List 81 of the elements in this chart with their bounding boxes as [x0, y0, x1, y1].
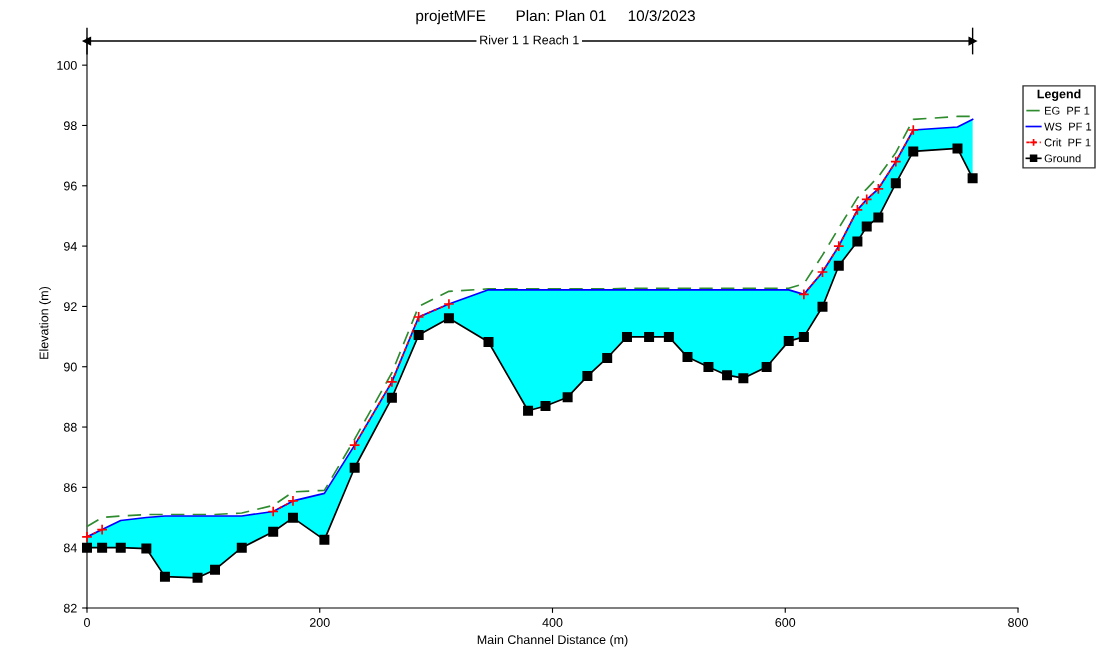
point [386, 392, 397, 403]
point [703, 362, 714, 373]
x-tick-label: 400 [542, 618, 563, 627]
point [443, 313, 454, 324]
x-axis-title: Main Channel Distance (m) [477, 634, 628, 647]
point [761, 362, 772, 373]
point [908, 146, 919, 157]
point [349, 462, 360, 473]
legend-label: WS PF 1 [1044, 122, 1092, 131]
legend-label: EG PF 1 [1045, 106, 1090, 115]
point [798, 288, 810, 301]
point [97, 542, 108, 553]
point [861, 193, 873, 206]
point [210, 564, 221, 575]
point [523, 405, 534, 416]
point [817, 301, 828, 312]
y-tick-label: 90 [63, 362, 77, 372]
point [621, 331, 632, 342]
point [872, 183, 885, 195]
y-tick-label: 82 [63, 603, 77, 613]
y-tick-label: 94 [63, 241, 77, 251]
point [268, 526, 279, 537]
y-tick-label: 86 [63, 483, 77, 493]
point [141, 543, 152, 554]
point [602, 352, 613, 363]
point [833, 260, 844, 271]
y-tick-label: 96 [63, 181, 77, 191]
point [873, 212, 884, 223]
point [722, 370, 733, 381]
point [833, 240, 845, 252]
point [159, 571, 170, 582]
point [386, 376, 398, 388]
point [96, 523, 108, 536]
point [968, 36, 977, 46]
point [192, 572, 203, 583]
point [861, 221, 872, 232]
point [816, 266, 829, 278]
point [967, 173, 978, 184]
point [319, 534, 330, 545]
point [287, 495, 299, 507]
point [562, 392, 573, 403]
point [852, 236, 863, 247]
y-tick-label: 100 [57, 60, 77, 70]
y-tick-label: 84 [63, 543, 77, 553]
point [582, 371, 593, 382]
point [287, 512, 298, 523]
point [851, 204, 864, 216]
point [443, 298, 455, 310]
chart-title: projetMFE Plan: Plan 01 10/3/2023 [416, 9, 695, 25]
point [483, 337, 494, 348]
point [663, 331, 674, 342]
x-tick-label: 600 [775, 618, 796, 627]
annotation: River 1 1 Reach 1 [480, 35, 579, 45]
point [81, 542, 92, 553]
point [115, 542, 126, 553]
y-tick-label: 88 [63, 422, 77, 432]
point [236, 542, 247, 553]
point [412, 311, 425, 323]
y-axis-title: Elevation (m) [39, 286, 51, 359]
point [738, 373, 749, 384]
legend-label: Crit PF 1 [1044, 138, 1091, 147]
y-tick-label: 98 [63, 121, 77, 131]
point [798, 331, 809, 342]
y-tick-label: 92 [63, 302, 77, 312]
point [267, 505, 279, 518]
x-tick-label: 0 [84, 618, 90, 627]
point [540, 400, 551, 411]
legend-title: Legend [1037, 89, 1081, 101]
legend-label: Ground [1044, 154, 1081, 163]
point [81, 531, 93, 543]
point [682, 352, 693, 363]
x-tick-label: 200 [309, 618, 330, 627]
point [890, 155, 902, 168]
point [890, 178, 901, 189]
point [907, 124, 919, 136]
point [348, 439, 361, 451]
x-tick-label: 800 [1008, 618, 1028, 627]
point [413, 330, 424, 341]
point [783, 336, 794, 347]
point [644, 331, 655, 342]
point [952, 143, 963, 154]
